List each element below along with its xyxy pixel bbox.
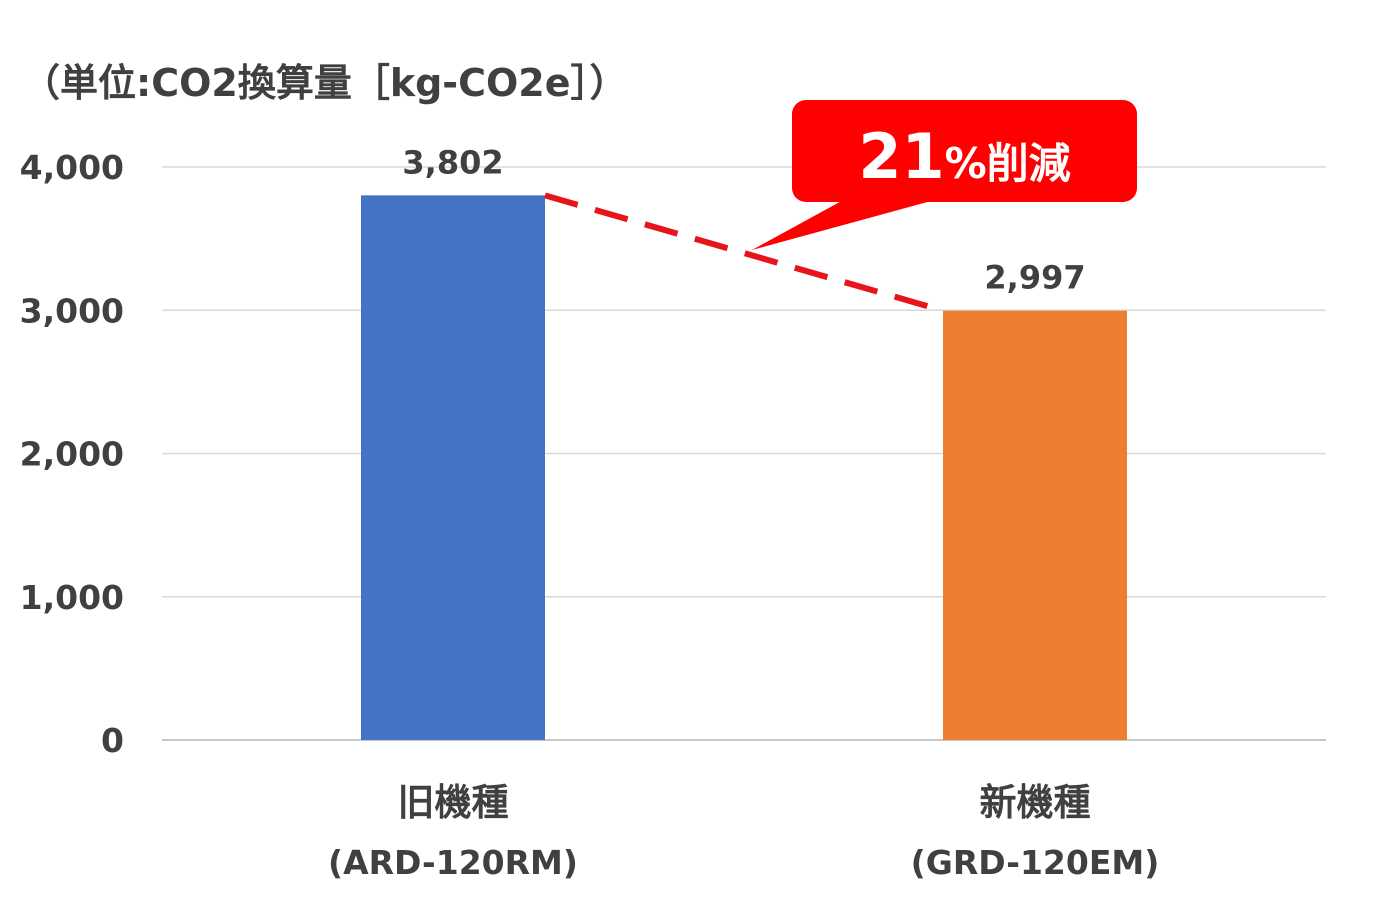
y-tick-label: 4,000 — [20, 148, 124, 187]
bars — [361, 195, 1127, 740]
bar — [943, 310, 1127, 740]
y-tick-label: 0 — [101, 721, 124, 760]
x-category-label: 旧機種 — [398, 781, 509, 824]
callout-suffix: %削減 — [945, 139, 1071, 188]
bar — [361, 195, 545, 740]
callout-tail — [752, 198, 942, 250]
callout-text: 21%削減 — [858, 120, 1070, 193]
y-tick-label: 2,000 — [20, 435, 124, 474]
callout-box — [792, 100, 1137, 202]
callout-number: 21 — [858, 120, 944, 193]
x-axis-labels: 旧機種 (ARD-120RM) 新機種 (GRD-120EM) — [328, 781, 1159, 882]
x-model-label: (ARD-120RM) — [328, 843, 578, 882]
data-labels: 3,802 2,997 — [402, 143, 1085, 296]
connector-line — [544, 192, 944, 314]
reduction-connector — [544, 192, 944, 314]
reduction-callout: 21%削減 — [752, 100, 1137, 250]
unit-label: （単位:CO2換算量［kg-CO2e］） — [22, 61, 627, 105]
y-tick-label: 3,000 — [20, 291, 124, 330]
data-label: 2,997 — [984, 259, 1085, 297]
x-category-label: 新機種 — [980, 781, 1091, 824]
y-tick-label: 1,000 — [20, 578, 124, 617]
data-label: 3,802 — [402, 143, 503, 181]
y-axis-ticks: 0 1,000 2,000 3,000 4,000 — [20, 148, 124, 760]
x-model-label: (GRD-120EM) — [911, 843, 1160, 882]
gridlines — [162, 166, 1326, 741]
